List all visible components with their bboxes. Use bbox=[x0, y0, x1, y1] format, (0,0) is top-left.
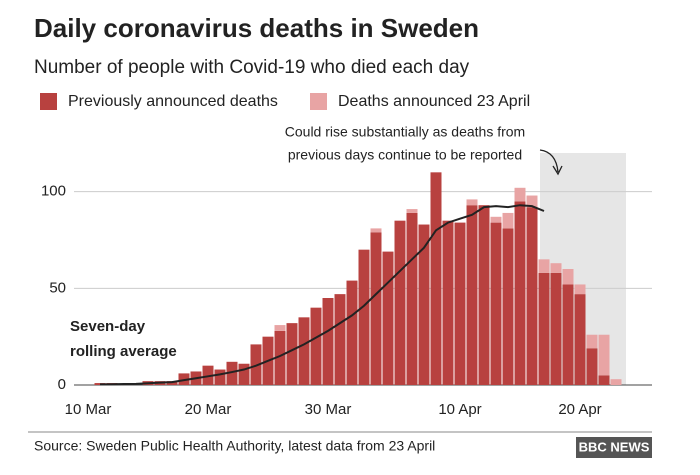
bar-segment bbox=[370, 228, 382, 233]
bar-segment bbox=[370, 232, 382, 385]
y-tick-label: 0 bbox=[58, 376, 66, 393]
annotation-arrow bbox=[539, 149, 559, 173]
bar-segment bbox=[478, 205, 490, 385]
bar-segment bbox=[406, 209, 418, 213]
bar-segment bbox=[430, 172, 442, 385]
legend: Previously announced deaths Deaths announ… bbox=[40, 93, 530, 110]
rolling-average-line bbox=[99, 204, 545, 386]
bar-segment bbox=[214, 369, 226, 385]
bar-segment bbox=[514, 187, 526, 202]
x-tick-label: 20 Mar bbox=[185, 401, 232, 418]
chart-title: Daily coronavirus deaths in Sweden bbox=[34, 13, 479, 43]
x-tick-label: 20 Apr bbox=[558, 401, 601, 418]
chart-subtitle: Number of people with Covid-19 who died … bbox=[34, 57, 470, 78]
x-tick-label: 10 Apr bbox=[438, 401, 481, 418]
y-tick-label: 50 bbox=[49, 279, 66, 296]
annotation-arrowhead bbox=[552, 165, 563, 176]
bar-segment bbox=[274, 330, 286, 385]
bar-segment bbox=[274, 325, 286, 331]
logo: BBC NEWS bbox=[579, 439, 650, 454]
bar-segment bbox=[562, 269, 574, 285]
bar-segment bbox=[514, 201, 526, 385]
bar-segment bbox=[538, 259, 550, 273]
annotation: Could rise substantially as deaths from bbox=[285, 124, 525, 140]
annotation: previous days continue to be reported bbox=[288, 147, 522, 163]
bar-segment bbox=[382, 251, 394, 385]
legend-swatch bbox=[40, 93, 57, 110]
bar-segment bbox=[598, 334, 610, 376]
bar-segment bbox=[418, 224, 430, 385]
bar-segment bbox=[538, 272, 550, 385]
bar-segment bbox=[526, 207, 538, 385]
legend-label: Previously announced deaths bbox=[68, 93, 278, 110]
legend-swatch bbox=[310, 93, 327, 110]
bar-segment bbox=[466, 199, 478, 206]
bar-segment bbox=[238, 363, 250, 385]
line-label: Seven-day bbox=[70, 318, 146, 335]
bar-segment bbox=[466, 205, 478, 385]
y-tick-label: 100 bbox=[41, 183, 66, 200]
bar-segment bbox=[610, 379, 622, 385]
bar-segment bbox=[598, 375, 610, 385]
bar-segment bbox=[562, 284, 574, 385]
logo-box bbox=[576, 437, 652, 458]
bar-segment bbox=[586, 348, 598, 385]
bar-segment bbox=[502, 212, 514, 229]
bar-segment bbox=[550, 263, 562, 273]
source: Source: Sweden Public Health Authority, … bbox=[34, 438, 435, 454]
line-label: rolling average bbox=[70, 343, 177, 360]
bar-segment bbox=[586, 334, 598, 349]
bar-segment bbox=[574, 294, 586, 385]
bar-segment bbox=[550, 272, 562, 385]
bar-segment bbox=[310, 307, 322, 385]
bar-segment bbox=[298, 317, 310, 385]
bar-segment bbox=[286, 323, 298, 385]
bar-segment bbox=[322, 298, 334, 385]
bar-segment bbox=[442, 220, 454, 385]
bar-segment bbox=[346, 280, 358, 385]
bar-segment bbox=[502, 228, 514, 385]
bar-segment bbox=[358, 249, 370, 385]
bar-segment bbox=[454, 222, 466, 385]
bar-segment bbox=[490, 216, 502, 223]
bar-segment bbox=[406, 212, 418, 385]
bar-segment bbox=[526, 195, 538, 208]
x-tick-label: 10 Mar bbox=[65, 401, 112, 418]
bar-segment bbox=[226, 361, 238, 385]
x-tick-label: 30 Mar bbox=[305, 401, 352, 418]
bars bbox=[94, 172, 622, 386]
bar-segment bbox=[334, 294, 346, 385]
bar-segment bbox=[394, 220, 406, 385]
bar-segment bbox=[490, 222, 502, 385]
legend-label: Deaths announced 23 April bbox=[338, 93, 530, 110]
bar-segment bbox=[574, 284, 586, 295]
